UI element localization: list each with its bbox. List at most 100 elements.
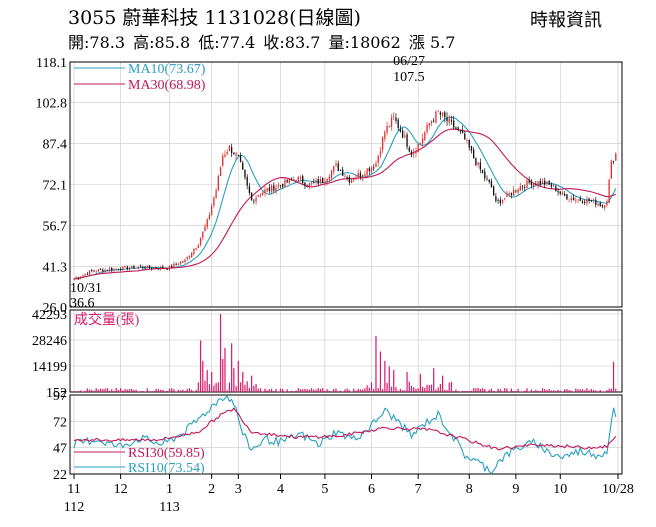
candle — [530, 179, 533, 189]
candle-body — [592, 199, 595, 201]
candle — [450, 115, 453, 125]
price-tick-label: 87.4 — [43, 138, 68, 153]
candle — [317, 176, 319, 186]
candle-body — [457, 127, 459, 130]
candle — [468, 139, 470, 151]
candle — [473, 146, 475, 159]
candle-body — [506, 193, 508, 197]
candle — [417, 143, 419, 153]
candle-body — [226, 152, 228, 154]
candle — [519, 182, 521, 191]
volume-bar — [135, 389, 137, 392]
candle-body — [297, 177, 299, 181]
volume-bar — [204, 380, 206, 392]
candle-body — [282, 183, 284, 187]
candle-body — [237, 154, 239, 156]
candle — [206, 218, 208, 230]
candle — [433, 118, 435, 123]
ma-lines — [73, 116, 617, 280]
candle-body — [128, 267, 131, 270]
candle-body — [177, 264, 180, 266]
volume-bar — [91, 389, 93, 392]
candle-body — [144, 267, 146, 269]
candle-body — [142, 267, 144, 269]
stock-name: 蔚華科技 — [122, 7, 199, 29]
volume-bar — [559, 390, 561, 392]
candle — [126, 265, 128, 271]
candle — [104, 268, 106, 273]
volume-bar — [124, 389, 126, 392]
high-price: 高:85.8 — [133, 33, 191, 52]
candle — [466, 137, 468, 144]
candle-body — [304, 182, 306, 186]
volume-bar — [326, 389, 328, 392]
volume-bar — [501, 391, 504, 392]
candle — [175, 262, 177, 266]
candle-body — [361, 175, 364, 178]
candle — [322, 177, 324, 184]
candle-body — [259, 194, 262, 196]
candle-body — [193, 249, 195, 254]
volume-bar — [126, 389, 128, 392]
volume-bar — [475, 388, 477, 392]
candle — [330, 169, 333, 182]
volume-bar — [544, 389, 546, 392]
candle-body — [559, 191, 561, 194]
candle-body — [106, 269, 108, 271]
volume-bar — [419, 373, 421, 392]
candle — [492, 185, 495, 196]
volume-bar — [464, 391, 466, 392]
candle-body — [530, 181, 533, 186]
axis-ticks: 11 112 12 1 113 2 3 4 5 6 7 8 9 10 10/28 118.1 102.8 87.4… — [32, 56, 634, 515]
candle-body — [395, 117, 397, 121]
candle — [326, 178, 328, 186]
candle — [599, 201, 601, 207]
candle-body — [104, 269, 106, 272]
candle-body — [441, 113, 444, 116]
candle-body — [484, 171, 486, 179]
candle — [375, 160, 377, 168]
ma10-line — [73, 116, 617, 280]
candle — [606, 199, 608, 208]
chart-date: 1131028 — [204, 7, 290, 29]
candle-body — [517, 189, 519, 193]
candle — [437, 110, 439, 113]
candle — [250, 192, 253, 201]
candle — [548, 180, 550, 186]
volume-bar — [290, 390, 293, 392]
candle-body — [275, 187, 277, 192]
candle-body — [588, 198, 590, 201]
volume-bar — [286, 389, 288, 392]
candle-body — [310, 182, 313, 184]
candle-body — [184, 259, 186, 262]
volume-bar — [555, 390, 557, 392]
volume-bar — [268, 389, 271, 392]
volume-bar — [222, 358, 224, 392]
candle — [182, 261, 184, 263]
candle — [610, 159, 613, 179]
candle-body — [470, 146, 473, 151]
candle-body — [408, 147, 410, 152]
candle-body — [532, 182, 535, 187]
candle — [401, 127, 404, 139]
volume-bar — [226, 390, 228, 392]
candle-body — [477, 162, 479, 165]
candle-body — [468, 140, 470, 148]
volume-bar — [390, 386, 393, 392]
candle — [575, 196, 577, 204]
candle — [566, 193, 568, 201]
panel-frame-0 — [69, 61, 623, 308]
candle-body — [488, 179, 490, 183]
candle-body — [570, 198, 573, 200]
candle — [239, 152, 242, 163]
candle-body — [322, 177, 324, 183]
candle — [193, 247, 195, 256]
volume-bar — [237, 360, 239, 392]
volume-bar — [473, 388, 475, 392]
volume-bar — [588, 390, 590, 392]
candle — [135, 267, 137, 269]
candle-body — [219, 167, 222, 177]
candle — [188, 255, 191, 260]
price-change: 漲 5.7 — [408, 33, 456, 52]
candle — [499, 196, 501, 207]
